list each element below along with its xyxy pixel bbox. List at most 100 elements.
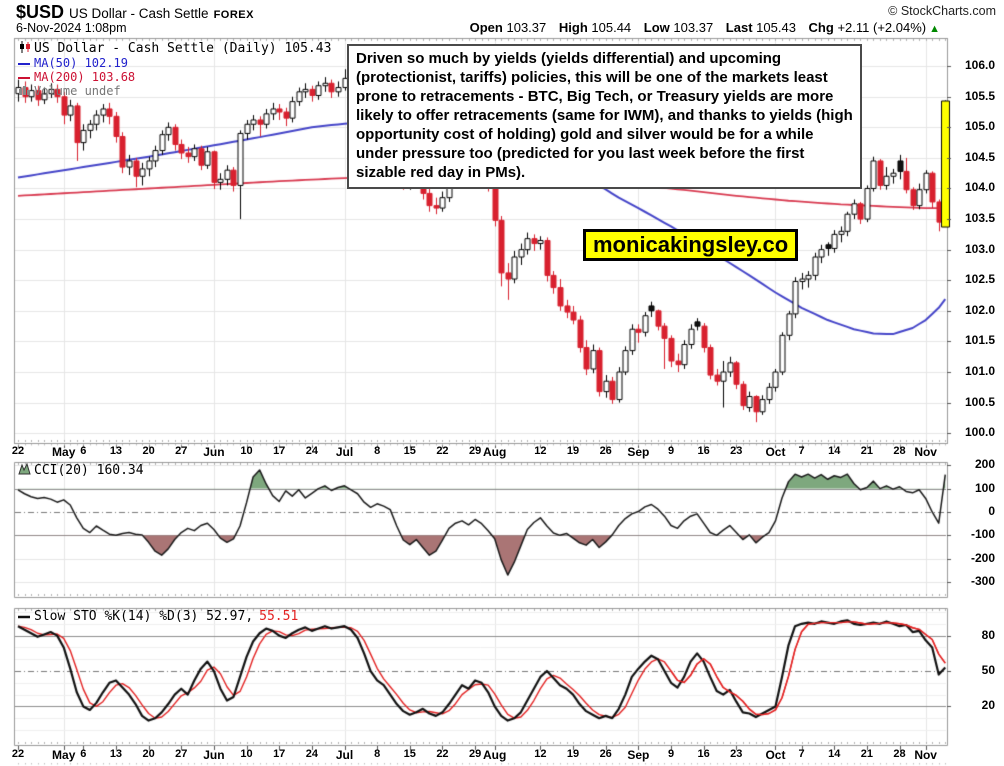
x-axis-label-bottom: 15 [403,748,416,760]
open-label: Open [469,20,503,35]
x-axis-label: 13 [109,445,123,457]
x-axis-label-bottom: 27 [175,748,188,760]
x-axis-label: Nov [914,445,937,459]
price-axis-label: 105.0 [964,119,995,134]
symbol-title: US Dollar - Cash Settle [69,6,209,21]
cci-axis-label: 0 [988,503,995,518]
x-axis-label-bottom: 6 [80,748,87,760]
last-value: 105.43 [756,20,796,35]
price-axis-label: 104.5 [964,149,995,164]
low-value: 103.37 [673,20,714,35]
quote-line: Open 103.37 High 105.44 Low 103.37 Last … [461,20,940,35]
x-axis-label: 29 [468,445,482,457]
price-axis-label: 103.0 [964,241,995,256]
ma50-line-icon [18,56,34,70]
x-axis-label-bottom: Nov [914,748,937,762]
price-axis-label: 101.0 [964,364,995,379]
cci-area-icon [18,462,34,479]
x-axis-label: 24 [305,445,318,457]
price-axis-label: 100.5 [964,394,995,409]
cci-axis-label: -300 [970,574,995,589]
symbol: $USD [16,2,65,22]
chg-value: +2.11 (+2.04%) [837,20,927,35]
x-axis-label-bottom: 22 [11,748,25,760]
x-axis-label-bottom: Oct [765,748,786,762]
last-label: Last [725,20,753,35]
x-axis-label-bottom: Sep [627,748,650,762]
x-axis-label-bottom: Aug [483,748,507,762]
exchange-label: FOREX [213,9,254,21]
x-axis-label-bottom: 16 [697,748,710,760]
x-axis-label-bottom: 24 [305,748,318,760]
x-axis-label: 8 [374,445,381,457]
x-axis-label: 17 [273,445,286,457]
volume-legend-text: Volume undef [34,84,121,98]
x-axis-label: Aug [483,445,507,459]
x-axis-label: 20 [142,445,155,457]
x-axis-label: Jun [203,445,225,459]
x-axis-label: 6 [80,445,87,457]
volume-bars-icon [18,84,34,98]
cci-axis-label: 200 [974,457,995,472]
sto-axis-label: 50 [981,663,995,677]
sto-line-icon [18,610,34,624]
x-axis-label: 9 [667,445,675,457]
sto-legend: Slow STO %K(14) %D(3) 52.97, 55.51 [18,610,298,624]
low-label: Low [643,20,670,35]
cci-legend-text: CCI(20) 160.34 [34,463,144,478]
x-axis-label: 28 [893,445,906,457]
x-axis-label-bottom: 9 [667,748,675,760]
price-axis-label: 103.5 [964,211,995,226]
sto-axis-label: 80 [981,627,995,642]
x-axis-label-bottom: 13 [109,748,123,760]
x-axis-label: 23 [730,445,743,457]
ma200-line-icon [18,70,34,84]
sto-axis-label: 20 [981,698,995,713]
price-axis-label: 100.0 [964,425,995,440]
cci-axis-label: -200 [970,550,995,565]
x-axis-label: Oct [765,445,786,459]
x-axis-label-bottom: 14 [828,748,841,760]
open-value: 103.37 [506,20,547,35]
x-axis-label-bottom: 21 [860,748,874,760]
x-axis-label: 21 [860,445,874,457]
x-axis-label-bottom: 19 [566,748,580,760]
ma200-legend-text: MA(200) 103.68 [34,70,136,84]
price-axis-label: 106.0 [964,58,995,73]
x-axis-label: 7 [798,445,805,457]
x-axis-label: 14 [828,445,841,457]
x-axis-label-bottom: 17 [273,748,286,760]
price-axis-label: 102.0 [964,302,995,317]
x-axis-label-bottom: 29 [468,748,482,760]
x-axis-label: May [52,445,76,459]
x-axis-label: 22 [11,445,25,457]
x-axis-label-bottom: Jul [335,748,354,762]
x-axis-label-bottom: 8 [374,748,381,760]
cci-axis-label: 100 [974,480,995,495]
x-axis-label-bottom: Jun [203,748,225,762]
price-axis-label: 101.5 [964,333,995,348]
chart-header: $USD US Dollar - Cash Settle FOREX [16,2,254,23]
x-axis-label: 27 [175,445,188,457]
x-axis-label: 12 [534,445,547,457]
x-axis-label-bottom: 20 [142,748,155,760]
price-axis-label: 105.5 [964,88,995,103]
sto-legend-text: Slow STO %K(14) %D(3) 52.97, [34,609,254,624]
cci-axis-label: -100 [970,527,995,542]
copyright: © StockCharts.com [888,4,996,18]
x-axis-label-bottom: 23 [730,748,743,760]
price-axis-label: 102.5 [964,272,995,287]
price-axis-label: 104.0 [964,180,995,195]
watermark-label: monicakingsley.co [583,229,799,261]
x-axis-label: 19 [566,445,580,457]
x-axis-label: 22 [436,445,449,457]
x-axis-label-bottom: 7 [798,748,805,760]
x-axis-label-bottom: 22 [436,748,449,760]
x-axis-label: 15 [403,445,416,457]
x-axis-label-bottom: 10 [240,748,253,760]
x-axis-label-bottom: 12 [534,748,547,760]
cci-legend: CCI(20) 160.34 [18,462,144,479]
price-legend-text: US Dollar - Cash Settle (Daily) 105.43 [34,41,332,56]
x-axis-label: 16 [697,445,710,457]
high-label: High [558,20,588,35]
